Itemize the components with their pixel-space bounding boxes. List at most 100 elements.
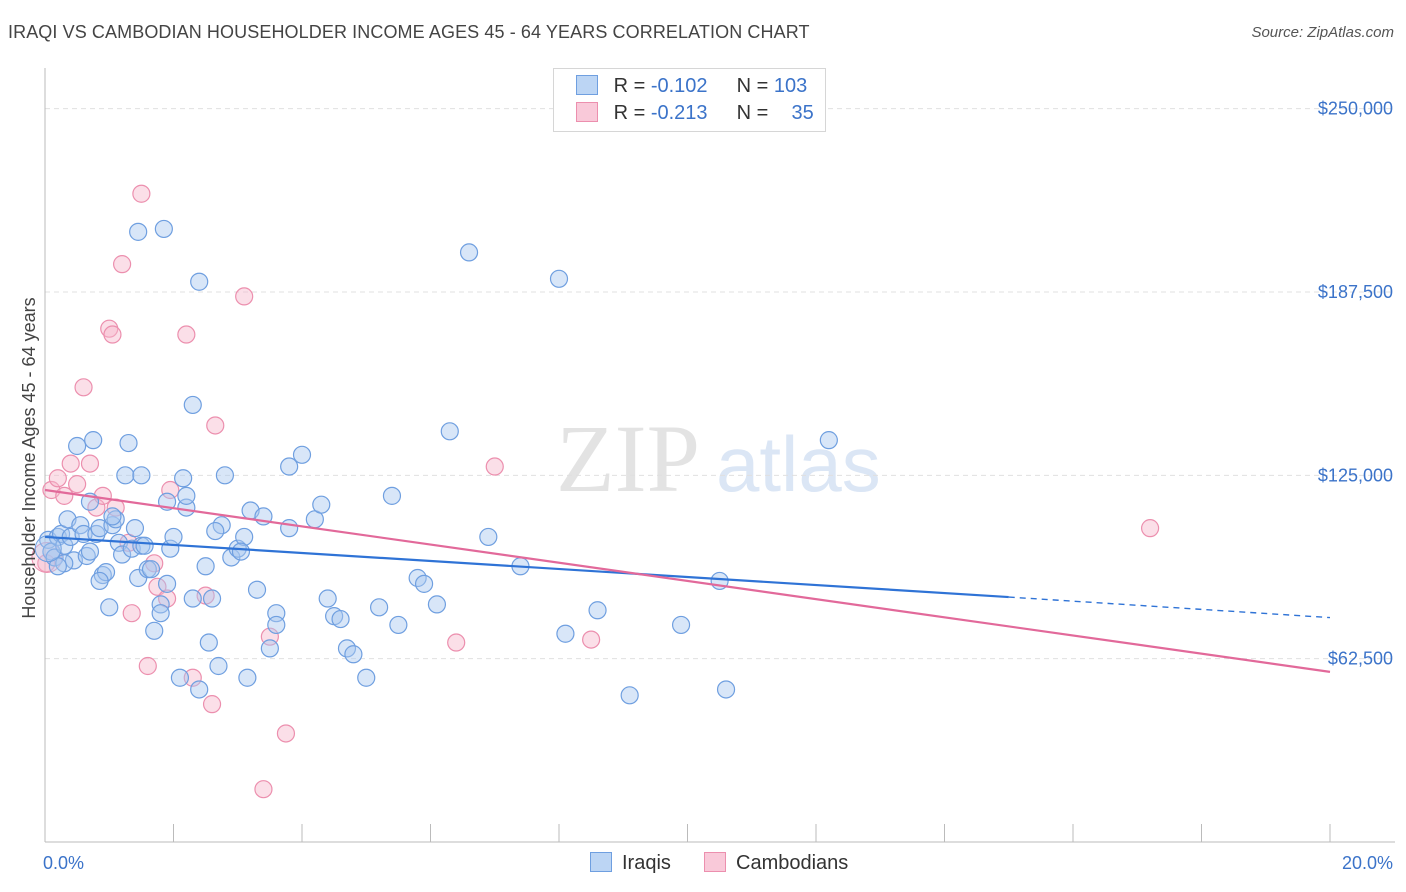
legend-r-value: -0.102	[650, 75, 708, 97]
cambodian-trend-line	[44, 488, 1331, 673]
legend-row-cambodians: R = -0.213 N = 35	[576, 102, 814, 128]
iraqi-swatch	[576, 75, 598, 95]
iraqi-point	[479, 527, 498, 547]
cambodian-point	[206, 416, 225, 435]
cambodian-point	[447, 633, 466, 652]
iraqi-point	[247, 580, 267, 599]
iraqi-point	[716, 680, 736, 699]
cambodian-point	[235, 287, 254, 306]
iraqi-point	[267, 615, 286, 635]
watermark: ZIP atlas	[556, 405, 881, 512]
cambodian-point	[582, 630, 601, 649]
iraqi-point	[103, 507, 122, 526]
y-axis-label: Householder Income Ages 45 - 64 years	[19, 297, 39, 618]
iraqi-point	[119, 433, 138, 453]
legend-n-value: 35	[791, 102, 814, 124]
watermark-zip: ZIP	[556, 405, 700, 512]
iraqi-point	[106, 510, 125, 529]
iraqi-point	[556, 624, 575, 643]
iraqi-point	[427, 595, 447, 614]
iraqi-trend-line	[44, 535, 1009, 599]
iraqi-point	[112, 545, 132, 564]
iraqi-point	[190, 272, 209, 291]
cambodian-point	[122, 604, 141, 623]
chart-title: IRAQI VS CAMBODIAN HOUSEHOLDER INCOME AG…	[8, 22, 810, 42]
iraqi-point	[357, 668, 376, 687]
iraqi-point	[141, 560, 161, 579]
y-tick-labels: $62,500 $125,000 $187,500 $250,000	[1318, 99, 1393, 669]
iraqi-point	[280, 519, 299, 538]
iraqi-point	[344, 645, 363, 664]
cambodian-point	[103, 325, 122, 344]
cambodian-point	[138, 656, 157, 676]
iraqi-point	[260, 639, 279, 658]
iraqi-point	[440, 422, 459, 441]
cambodian-point	[183, 668, 202, 687]
iraqi-point	[151, 604, 170, 623]
x-tick-labels: 0.0% 20.0%	[43, 853, 1393, 873]
iraqi-point	[389, 615, 408, 635]
cambodian-point	[100, 319, 119, 338]
bottom-legend-cambodians: Cambodians	[704, 852, 848, 875]
legend-n-label: N =	[736, 75, 769, 97]
iraqi-point	[370, 598, 389, 617]
iraqi-point	[34, 535, 62, 563]
iraqi-point	[125, 519, 145, 538]
iraqi-point	[819, 431, 838, 450]
gridlines	[45, 108, 1395, 660]
iraqi-point	[318, 589, 337, 608]
iraqi-point	[90, 571, 109, 591]
cambodian-point	[48, 469, 67, 488]
iraqi-point	[164, 527, 183, 547]
cambodian-point	[485, 457, 504, 476]
iraqi-point	[549, 269, 569, 288]
watermark-atlas: atlas	[716, 420, 881, 508]
legend-row-iraqis: R = -0.102 N = 103	[576, 75, 807, 101]
bottom-legend-cambodians-label: Cambodians	[736, 852, 849, 874]
iraqi-point	[80, 542, 100, 561]
iraqi-point	[157, 574, 177, 593]
iraqi-point	[331, 609, 350, 629]
iraqi-point	[68, 436, 87, 456]
iraqi-point	[414, 574, 434, 593]
iraqi-point	[93, 565, 112, 585]
iraqi-point	[84, 431, 103, 450]
legend-r-label: R =	[613, 102, 646, 124]
iraqi-point	[196, 557, 215, 576]
iraqi-point	[215, 466, 234, 485]
iraqi-point	[199, 633, 218, 652]
iraqi-point	[235, 527, 254, 547]
iraqi-point	[206, 521, 225, 541]
iraqi-point	[177, 486, 196, 505]
iraqi-point	[116, 466, 135, 485]
cambodian-point	[161, 480, 180, 500]
iraqi-trend-extension	[1008, 596, 1331, 619]
iraqi-point	[238, 668, 257, 687]
iraqi-point	[588, 601, 607, 620]
cambodian-point	[177, 325, 196, 344]
y-tick-label: $125,000	[1318, 465, 1393, 485]
axes	[44, 68, 1395, 843]
iraqi-point	[382, 486, 402, 505]
cambodian-point	[112, 255, 132, 274]
cambodian-point	[132, 184, 151, 203]
iraqi-point	[292, 445, 312, 464]
iraqi-point	[671, 615, 691, 635]
cambodian-point	[1140, 519, 1160, 538]
iraqi-point	[209, 656, 228, 676]
trend-lines	[44, 488, 1331, 673]
cambodian-swatch	[704, 852, 726, 872]
legend-n-value: 103	[773, 75, 808, 97]
legend-r-label: R =	[613, 75, 646, 97]
cambodian-point	[254, 780, 273, 799]
iraqi-point	[87, 524, 106, 544]
x-tick-label: 20.0%	[1342, 853, 1393, 873]
bottom-legend-iraqis: Iraqis	[590, 852, 671, 875]
bottom-legend-iraqis-label: Iraqis	[622, 852, 671, 874]
iraqi-point	[190, 680, 209, 699]
iraqi-point	[312, 495, 331, 514]
iraqi-point	[174, 469, 193, 488]
iraqi-point	[154, 219, 173, 239]
iraqi-point	[135, 536, 154, 555]
